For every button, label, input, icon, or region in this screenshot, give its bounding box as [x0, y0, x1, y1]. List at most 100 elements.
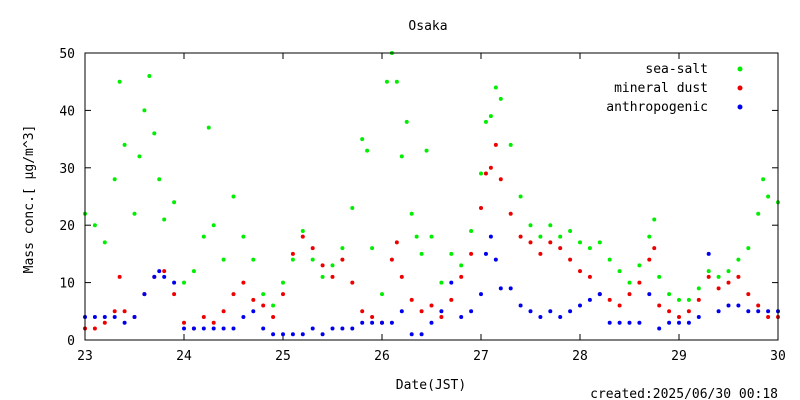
- point-anthropogenic: [677, 320, 681, 325]
- point-anthropogenic: [350, 326, 355, 331]
- point-sea-salt: [686, 297, 691, 302]
- footer-created: created:2025/06/30 00:18: [590, 387, 778, 400]
- point-sea-salt: [300, 228, 305, 233]
- point-anthropogenic: [647, 292, 652, 297]
- point-sea-salt: [330, 263, 335, 268]
- point-mineral-dust: [627, 292, 632, 297]
- point-anthropogenic: [548, 309, 553, 314]
- point-anthropogenic: [290, 332, 295, 337]
- point-mineral-dust: [439, 315, 444, 320]
- point-anthropogenic: [380, 320, 384, 325]
- point-sea-salt: [647, 234, 652, 239]
- x-axis-label: Date(JST): [396, 378, 466, 393]
- point-sea-salt: [211, 223, 216, 228]
- point-mineral-dust: [221, 309, 226, 314]
- point-sea-salt: [191, 269, 196, 274]
- point-anthropogenic: [211, 326, 216, 331]
- point-mineral-dust: [241, 280, 246, 285]
- point-anthropogenic: [706, 251, 711, 256]
- point-anthropogenic: [587, 297, 592, 302]
- point-sea-salt: [558, 234, 563, 239]
- point-mineral-dust: [459, 274, 464, 279]
- point-sea-salt: [493, 85, 498, 90]
- point-mineral-dust: [518, 234, 523, 239]
- point-mineral-dust: [587, 274, 592, 279]
- plot-frame: [84, 52, 779, 341]
- point-mineral-dust: [350, 280, 355, 285]
- point-mineral-dust: [508, 211, 513, 216]
- legend-marker: [737, 85, 743, 91]
- point-anthropogenic: [538, 315, 543, 320]
- point-mineral-dust: [449, 297, 454, 302]
- point-sea-salt: [766, 194, 771, 199]
- point-anthropogenic: [498, 286, 503, 291]
- point-sea-salt: [696, 286, 701, 291]
- point-sea-salt: [370, 246, 375, 251]
- point-sea-salt: [498, 96, 503, 101]
- point-mineral-dust: [330, 274, 335, 279]
- point-sea-salt: [117, 79, 122, 84]
- point-anthropogenic: [449, 280, 454, 285]
- point-sea-salt: [261, 292, 266, 297]
- point-anthropogenic: [370, 320, 375, 325]
- x-tick-label: 28: [572, 349, 588, 364]
- point-mineral-dust: [637, 280, 642, 285]
- point-anthropogenic: [162, 274, 167, 279]
- point-sea-salt: [518, 194, 523, 199]
- point-mineral-dust: [201, 315, 206, 320]
- point-sea-salt: [528, 223, 533, 228]
- point-mineral-dust: [409, 297, 414, 302]
- point-sea-salt: [147, 73, 152, 78]
- point-mineral-dust: [92, 326, 97, 331]
- point-mineral-dust: [112, 309, 117, 314]
- point-sea-salt: [652, 217, 657, 222]
- point-sea-salt: [102, 240, 107, 245]
- point-sea-salt: [746, 246, 751, 251]
- point-anthropogenic: [241, 315, 246, 320]
- point-sea-salt: [132, 211, 137, 216]
- point-mineral-dust: [617, 303, 622, 308]
- point-mineral-dust: [300, 234, 305, 239]
- point-anthropogenic: [617, 320, 622, 325]
- point-sea-salt: [459, 263, 464, 268]
- point-mineral-dust: [498, 177, 503, 182]
- y-tick-label: 0: [67, 334, 75, 349]
- point-mineral-dust: [394, 240, 399, 245]
- y-axis-label: Mass conc.[ μg/m^3]: [22, 125, 37, 274]
- point-mineral-dust: [429, 303, 434, 308]
- point-anthropogenic: [488, 234, 493, 239]
- point-anthropogenic: [142, 292, 147, 297]
- point-anthropogenic: [191, 326, 196, 331]
- x-tick-label: 25: [275, 349, 291, 364]
- point-anthropogenic: [568, 309, 573, 314]
- point-mineral-dust: [716, 286, 721, 291]
- point-mineral-dust: [399, 274, 404, 279]
- point-anthropogenic: [172, 280, 177, 285]
- legend-marker: [737, 104, 743, 110]
- point-sea-salt: [350, 205, 355, 210]
- point-anthropogenic: [558, 315, 563, 320]
- point-mineral-dust: [766, 315, 771, 320]
- point-mineral-dust: [756, 303, 761, 308]
- point-mineral-dust: [706, 274, 711, 279]
- point-anthropogenic: [627, 320, 632, 325]
- point-anthropogenic: [201, 326, 206, 331]
- x-tick-label: 29: [671, 349, 687, 364]
- legend-label: mineral dust: [614, 81, 708, 96]
- point-mineral-dust: [172, 292, 177, 297]
- point-anthropogenic: [92, 315, 97, 320]
- legend-label: sea-salt: [645, 62, 708, 77]
- point-sea-salt: [380, 292, 384, 297]
- point-sea-salt: [508, 142, 513, 147]
- point-sea-salt: [152, 131, 157, 136]
- point-mineral-dust: [736, 274, 741, 279]
- point-sea-salt: [657, 274, 662, 279]
- point-anthropogenic: [112, 315, 117, 320]
- point-anthropogenic: [122, 320, 127, 325]
- point-mineral-dust: [647, 257, 652, 262]
- point-mineral-dust: [686, 309, 691, 314]
- point-anthropogenic: [607, 320, 612, 325]
- point-anthropogenic: [657, 326, 662, 331]
- point-sea-salt: [122, 142, 127, 147]
